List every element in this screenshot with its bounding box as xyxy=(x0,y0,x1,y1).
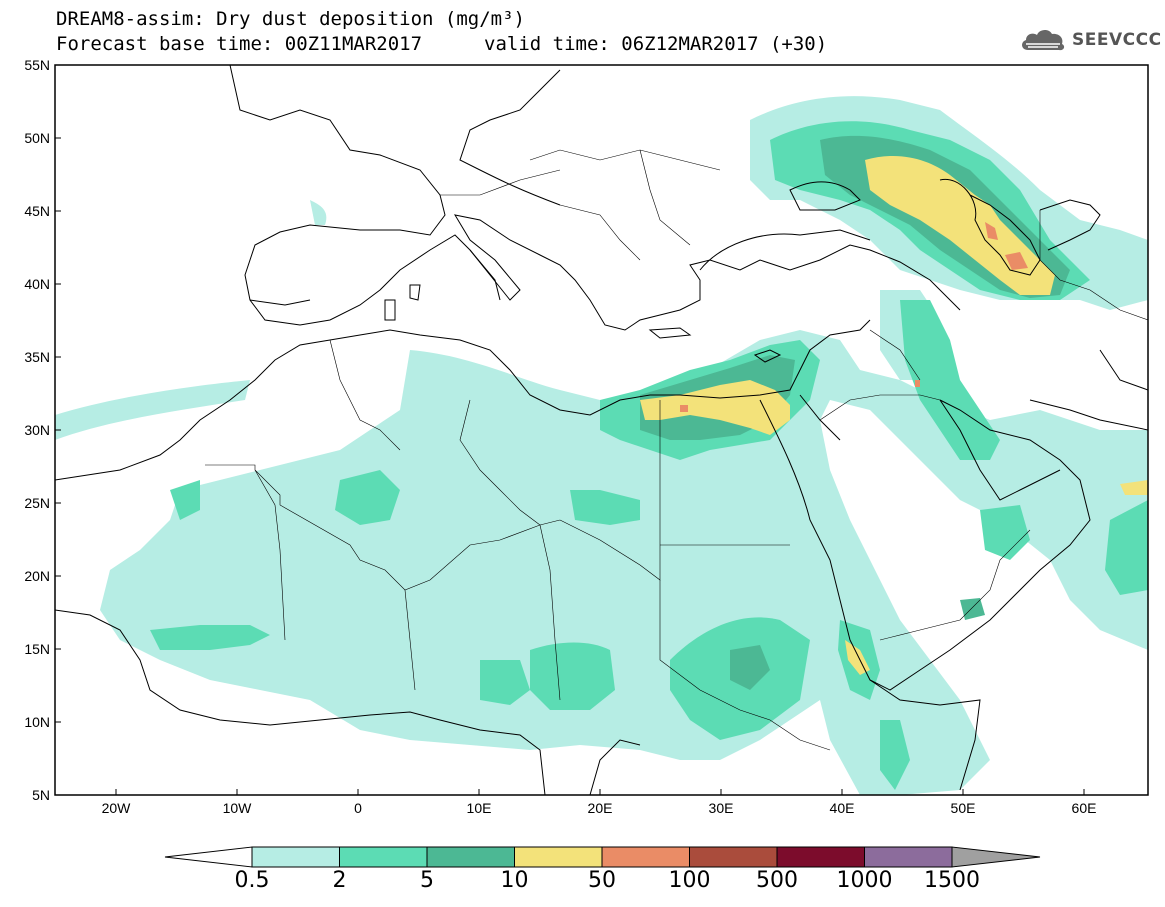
forecast-base-time: Forecast base time: 00Z11MAR2017 xyxy=(56,33,423,55)
lat-label: 5N xyxy=(32,787,50,803)
colorbar-high-arrow xyxy=(951,846,1041,868)
lat-label: 40N xyxy=(24,276,50,292)
colorbar-threshold-label: 1000 xyxy=(836,868,893,893)
lat-label: 30N xyxy=(24,422,50,438)
lat-label: 45N xyxy=(24,203,50,219)
longitude-labels: 20W 10W 0 10E 20E 30E 40E 50E 60E xyxy=(102,800,1097,816)
chart-title: DREAM8-assim: Dry dust deposition (mg/m³… xyxy=(56,8,525,30)
axis-ticks xyxy=(55,64,1085,795)
lon-label: 0 xyxy=(354,800,362,816)
cloud-icon xyxy=(1022,29,1065,51)
lon-label: 20E xyxy=(588,800,613,816)
country-borders xyxy=(205,149,1148,751)
colorbar-threshold-label: 100 xyxy=(668,868,711,893)
colorbar-swatch xyxy=(864,846,953,868)
colorbar-swatch xyxy=(601,846,690,868)
colorbar-threshold-label: 5 xyxy=(420,868,434,893)
lat-label: 50N xyxy=(24,130,50,146)
colorbar-low-arrow xyxy=(164,846,253,868)
colorbar-swatch xyxy=(339,846,428,868)
lat-label: 10N xyxy=(24,714,50,730)
lon-label: 40E xyxy=(830,800,855,816)
colorbar-swatch xyxy=(689,846,778,868)
latitude-labels: 55N 50N 45N 40N 35N 30N 25N 20N 15N 10N … xyxy=(24,57,50,803)
colorbar-swatch xyxy=(426,846,515,868)
lat-label: 15N xyxy=(24,641,50,657)
colorbar-threshold-label: 500 xyxy=(756,868,798,893)
coastlines xyxy=(55,65,1148,795)
lat-label: 20N xyxy=(24,568,50,584)
colorbar-swatch xyxy=(514,846,603,868)
lon-label: 60E xyxy=(1072,800,1097,816)
lon-label: 10E xyxy=(467,800,492,816)
lon-label: 30E xyxy=(709,800,734,816)
lon-label: 50E xyxy=(951,800,976,816)
colorbar-threshold-label: 2 xyxy=(332,868,347,893)
colorbar xyxy=(164,846,1041,868)
colorbar-threshold-label: 10 xyxy=(500,868,529,893)
colorbar-swatch xyxy=(776,846,865,868)
colorbar-threshold-label: 1500 xyxy=(924,868,980,893)
lat-label: 55N xyxy=(24,57,50,73)
lon-label: 10W xyxy=(223,800,253,816)
colorbar-swatch xyxy=(251,846,340,868)
lat-label: 25N xyxy=(24,495,50,511)
colorbar-threshold-label: 0.5 xyxy=(234,868,270,893)
colorbar-threshold-label: 50 xyxy=(588,868,616,893)
lon-label: 20W xyxy=(102,800,132,816)
seevccc-logo: SEEVCCC xyxy=(1018,26,1162,54)
logo-text: SEEVCCC xyxy=(1072,30,1162,50)
lat-label: 35N xyxy=(24,349,50,365)
valid-time: valid time: 06Z12MAR2017 (+30) xyxy=(484,33,828,55)
